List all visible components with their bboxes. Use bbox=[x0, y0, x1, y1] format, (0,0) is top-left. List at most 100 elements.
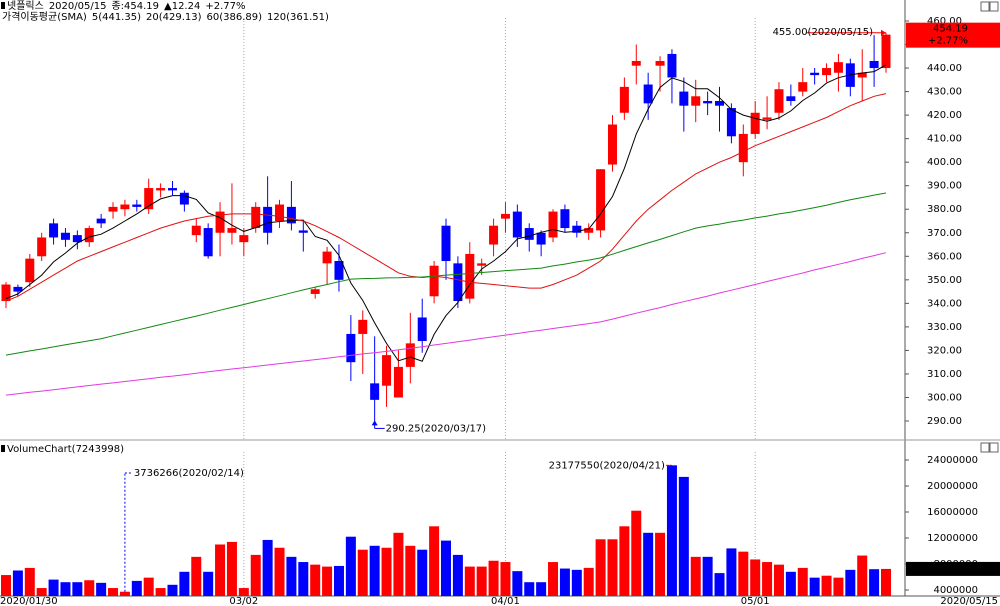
volume-bar bbox=[666, 465, 677, 596]
volume-bar bbox=[179, 571, 190, 596]
y-tick-label: 370.00 bbox=[927, 228, 962, 239]
volume-marker bbox=[1, 445, 5, 452]
volume-bar bbox=[524, 582, 535, 596]
volume-bar bbox=[226, 541, 237, 596]
candle-body bbox=[703, 100, 713, 104]
volume-bar bbox=[119, 591, 130, 596]
candle-body bbox=[108, 206, 118, 212]
candle-body bbox=[13, 286, 23, 292]
volume-bar bbox=[310, 564, 321, 596]
candle-body bbox=[607, 124, 617, 165]
y-tick-label: 430.00 bbox=[927, 87, 962, 98]
candle-body bbox=[833, 62, 843, 73]
y-tick-label: 16000000 bbox=[927, 507, 978, 518]
candle-body bbox=[548, 211, 558, 238]
candle-body bbox=[584, 228, 594, 233]
last-price-box bbox=[906, 22, 1000, 48]
x-tick-label: 04/01 bbox=[491, 596, 520, 606]
x-tick-label: 2020/01/30 bbox=[0, 596, 58, 606]
header-text: 60(386.89) bbox=[207, 12, 263, 23]
candle-body bbox=[441, 225, 451, 262]
candle-body bbox=[524, 228, 534, 240]
candle-body bbox=[822, 68, 832, 76]
candle-body bbox=[120, 204, 130, 210]
candle-body bbox=[738, 133, 748, 163]
candle-body bbox=[72, 235, 82, 243]
volume-bar bbox=[191, 556, 202, 596]
volume-bar bbox=[333, 565, 344, 596]
volume-bar bbox=[369, 545, 380, 596]
candle-body bbox=[132, 204, 142, 207]
candle-body bbox=[263, 206, 273, 233]
panel-button[interactable] bbox=[989, 1, 999, 12]
candle-body bbox=[798, 82, 808, 92]
candle-body bbox=[715, 100, 725, 106]
candle-body bbox=[465, 253, 475, 299]
candle-body bbox=[786, 96, 796, 101]
volume-bar bbox=[36, 588, 47, 596]
volume-bar bbox=[607, 539, 618, 596]
candle-body bbox=[239, 235, 249, 243]
y-tick-label: 20000000 bbox=[927, 481, 978, 492]
volume-bar bbox=[833, 577, 844, 596]
volume-bar bbox=[262, 539, 273, 596]
candle-body bbox=[512, 211, 522, 238]
volume-bar bbox=[60, 582, 71, 596]
volume-bar bbox=[869, 569, 880, 596]
y-tick-label: 440.00 bbox=[927, 63, 962, 74]
annotation-arrow bbox=[881, 29, 886, 36]
panel-button[interactable] bbox=[980, 1, 990, 12]
candle-body bbox=[49, 223, 59, 238]
volume-bar bbox=[167, 584, 178, 596]
x-tick-label: 05/01 bbox=[741, 596, 770, 606]
header-text: 5(441.35) bbox=[92, 12, 141, 23]
candle-body bbox=[227, 228, 237, 233]
candle-body bbox=[477, 263, 487, 266]
last-volume-box bbox=[906, 561, 1000, 576]
candle-body bbox=[167, 188, 177, 191]
candle-body bbox=[869, 60, 879, 69]
y-tick-label: 290.00 bbox=[927, 416, 962, 427]
y-tick-label: 360.00 bbox=[927, 251, 962, 262]
candle-body bbox=[489, 225, 499, 245]
panel-button[interactable] bbox=[989, 442, 999, 453]
annotation-text: 455.00(2020/05/15) bbox=[773, 27, 874, 38]
x-tick-label: 03/02 bbox=[229, 596, 258, 606]
volume-bar bbox=[429, 526, 440, 596]
panel-button[interactable] bbox=[980, 442, 990, 453]
volume-bar bbox=[405, 545, 416, 596]
volume-bar bbox=[821, 575, 832, 596]
volume-bar bbox=[583, 567, 594, 596]
candle-body bbox=[596, 169, 606, 231]
header-text: 20(429.13) bbox=[146, 12, 202, 23]
volume-bar bbox=[678, 476, 689, 596]
candle-body bbox=[1, 284, 11, 302]
volume-bar bbox=[488, 560, 499, 596]
volume-bar bbox=[785, 571, 796, 596]
volume-bar bbox=[250, 554, 261, 596]
moving-average-line bbox=[5, 252, 887, 396]
y-tick-label: 380.00 bbox=[927, 204, 962, 215]
volume-bar bbox=[24, 567, 35, 596]
y-tick-label: 12000000 bbox=[927, 533, 978, 544]
moving-average-line bbox=[5, 192, 887, 356]
volume-bar bbox=[536, 582, 547, 596]
candle-body bbox=[96, 218, 106, 224]
candle-body bbox=[393, 366, 403, 398]
header-text: 120(361.51) bbox=[267, 12, 329, 23]
candle-body bbox=[84, 228, 94, 243]
volume-bar bbox=[631, 510, 642, 596]
candle-body bbox=[881, 34, 891, 69]
annotation-text: 3736266(2020/02/14) bbox=[134, 468, 244, 479]
candle-body bbox=[144, 188, 154, 210]
volume-bar bbox=[773, 564, 784, 596]
y-tick-label: 410.00 bbox=[927, 134, 962, 145]
volume-bar bbox=[690, 556, 701, 596]
volume-bar bbox=[559, 568, 570, 596]
candle-body bbox=[619, 86, 629, 113]
volume-bar bbox=[215, 544, 226, 596]
candle-body bbox=[37, 237, 47, 257]
volume-bar bbox=[702, 556, 713, 596]
